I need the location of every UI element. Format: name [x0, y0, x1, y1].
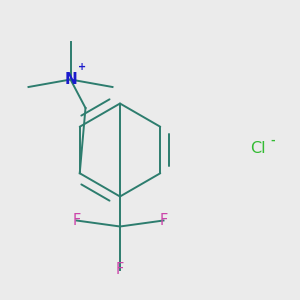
- Text: F: F: [116, 262, 124, 278]
- Text: +: +: [78, 62, 87, 73]
- Text: Cl: Cl: [250, 141, 266, 156]
- Text: F: F: [72, 213, 81, 228]
- Text: -: -: [271, 136, 275, 146]
- Text: N: N: [64, 72, 77, 87]
- Text: F: F: [159, 213, 168, 228]
